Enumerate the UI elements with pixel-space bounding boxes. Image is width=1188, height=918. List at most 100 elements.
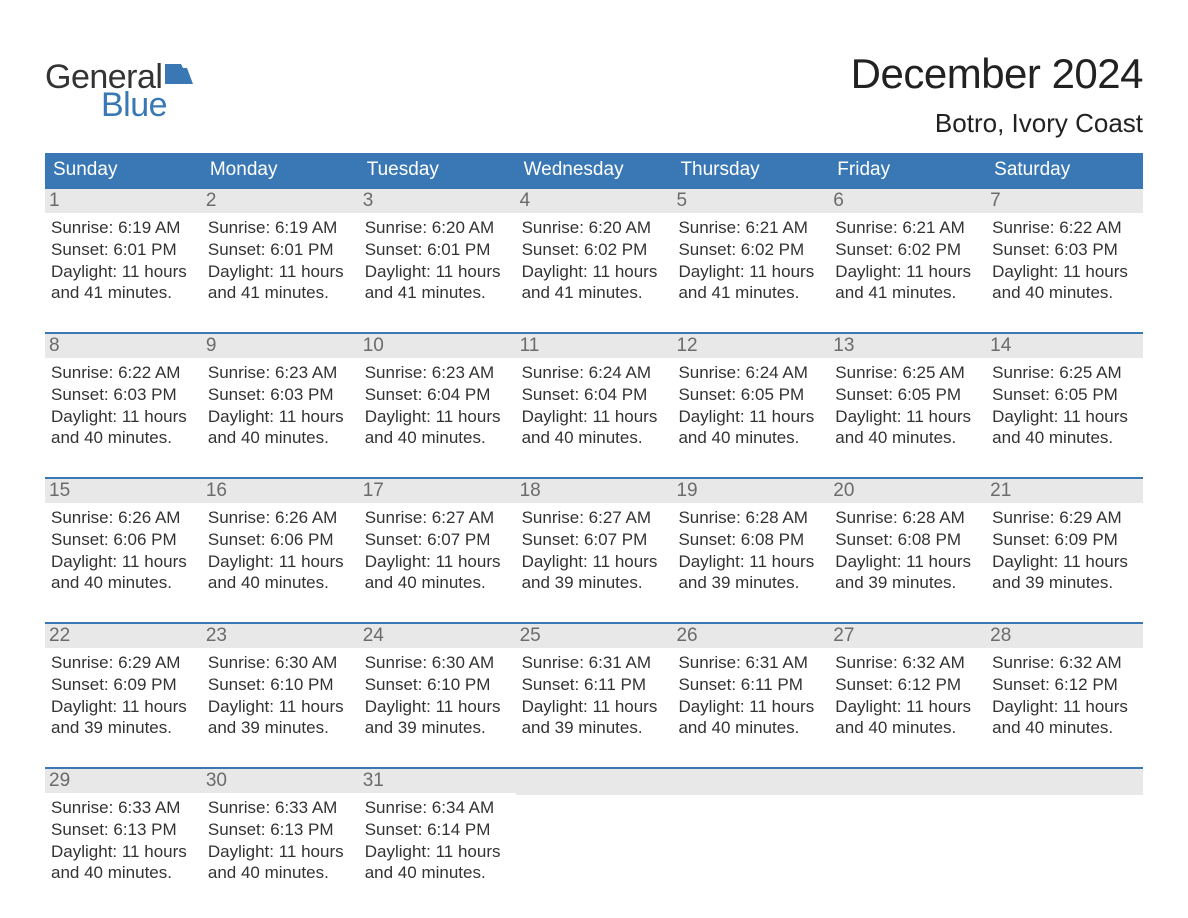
day-body: Sunrise: 6:21 AMSunset: 6:02 PMDaylight:… xyxy=(833,217,982,304)
day-body: Sunrise: 6:30 AMSunset: 6:10 PMDaylight:… xyxy=(363,652,512,739)
day-body: Sunrise: 6:20 AMSunset: 6:01 PMDaylight:… xyxy=(363,217,512,304)
day-cell: 7Sunrise: 6:22 AMSunset: 6:03 PMDaylight… xyxy=(986,189,1143,308)
month-title: December 2024 xyxy=(851,50,1143,98)
day-cell: 5Sunrise: 6:21 AMSunset: 6:02 PMDaylight… xyxy=(672,189,829,308)
empty-day xyxy=(829,769,986,795)
day-body: Sunrise: 6:26 AMSunset: 6:06 PMDaylight:… xyxy=(49,507,198,594)
day-cell: 29 Sunrise: 6:33 AMSunset: 6:13 PMDayligh… xyxy=(45,769,202,888)
day-number: 27 xyxy=(829,624,986,648)
day-cell: 21 Sunrise: 6:29 AMSunset: 6:09 PMDayligh… xyxy=(986,479,1143,598)
day-number: 31 xyxy=(359,769,516,793)
day-number: 9 xyxy=(202,334,359,358)
week-row: 29Sunrise: 6:33 AMSunset: 6:13 PMDayligh… xyxy=(45,767,1143,888)
day-cell: 13Sunrise: 6:25 AMSunset: 6:05 PMDayligh… xyxy=(829,334,986,453)
day-number: 25 xyxy=(516,624,673,648)
empty-day xyxy=(672,769,829,795)
empty-day xyxy=(986,769,1143,795)
day-number: 8 xyxy=(45,334,202,358)
day-number: 10 xyxy=(359,334,516,358)
day-cell: 22 Sunrise: 6:29 AMSunset: 6:09 PMDayligh… xyxy=(45,624,202,743)
logo: General Blue xyxy=(45,50,195,122)
logo-word-2: Blue xyxy=(101,88,195,122)
day-body: Sunrise: 6:22 AMSunset: 6:03 PMDaylight:… xyxy=(990,217,1139,304)
day-header: Thursday xyxy=(672,153,829,187)
day-number: 1 xyxy=(45,189,202,213)
day-header: Sunday xyxy=(45,153,202,187)
day-body: Sunrise: 6:30 AMSunset: 6:10 PMDaylight:… xyxy=(206,652,355,739)
day-cell: 4Sunrise: 6:20 AMSunset: 6:02 PMDaylight… xyxy=(516,189,673,308)
day-cell: 9 Sunrise: 6:23 AMSunset: 6:03 PMDaylight… xyxy=(202,334,359,453)
day-number: 29 xyxy=(45,769,202,793)
day-cell: 17 Sunrise: 6:27 AMSunset: 6:07 PMDayligh… xyxy=(359,479,516,598)
day-body: Sunrise: 6:29 AMSunset: 6:09 PMDaylight:… xyxy=(990,507,1139,594)
day-cell: 30 Sunrise: 6:33 AMSunset: 6:13 PMDayligh… xyxy=(202,769,359,888)
day-body: Sunrise: 6:33 AMSunset: 6:13 PMDaylight:… xyxy=(206,797,355,884)
day-number: 28 xyxy=(986,624,1143,648)
day-body: Sunrise: 6:33 AMSunset: 6:13 PMDaylight:… xyxy=(49,797,198,884)
day-cell: 14 Sunrise: 6:25 AMSunset: 6:05 PMDayligh… xyxy=(986,334,1143,453)
day-number: 30 xyxy=(202,769,359,793)
day-cell: 31 Sunrise: 6:34 AMSunset: 6:14 PMDayligh… xyxy=(359,769,516,888)
day-cell: 19 Sunrise: 6:28 AMSunset: 6:08 PMDayligh… xyxy=(672,479,829,598)
day-body: Sunrise: 6:34 AMSunset: 6:14 PMDaylight:… xyxy=(363,797,512,884)
day-cell: 18Sunrise: 6:27 AMSunset: 6:07 PMDayligh… xyxy=(516,479,673,598)
day-body: Sunrise: 6:32 AMSunset: 6:12 PMDaylight:… xyxy=(990,652,1139,739)
day-cell: 15Sunrise: 6:26 AMSunset: 6:06 PMDayligh… xyxy=(45,479,202,598)
day-header: Wednesday xyxy=(516,153,673,187)
day-body: Sunrise: 6:27 AMSunset: 6:07 PMDaylight:… xyxy=(363,507,512,594)
calendar: SundayMondayTuesdayWednesdayThursdayFrid… xyxy=(45,153,1143,888)
day-body: Sunrise: 6:25 AMSunset: 6:05 PMDaylight:… xyxy=(833,362,982,449)
day-body: Sunrise: 6:23 AMSunset: 6:03 PMDaylight:… xyxy=(206,362,355,449)
day-cell: 16Sunrise: 6:26 AMSunset: 6:06 PMDayligh… xyxy=(202,479,359,598)
day-header: Monday xyxy=(202,153,359,187)
day-body: Sunrise: 6:28 AMSunset: 6:08 PMDaylight:… xyxy=(833,507,982,594)
day-cell: 1 Sunrise: 6:19 AMSunset: 6:01 PMDaylight… xyxy=(45,189,202,308)
day-number: 23 xyxy=(202,624,359,648)
day-body: Sunrise: 6:31 AMSunset: 6:11 PMDaylight:… xyxy=(676,652,825,739)
header: General Blue December 2024 Botro, Ivory … xyxy=(45,50,1143,139)
day-number: 18 xyxy=(516,479,673,503)
day-header: Saturday xyxy=(986,153,1143,187)
day-header: Friday xyxy=(829,153,986,187)
day-cell: 2 Sunrise: 6:19 AMSunset: 6:01 PMDaylight… xyxy=(202,189,359,308)
day-number: 22 xyxy=(45,624,202,648)
week-row: 22 Sunrise: 6:29 AMSunset: 6:09 PMDayligh… xyxy=(45,622,1143,743)
day-body: Sunrise: 6:25 AMSunset: 6:05 PMDaylight:… xyxy=(990,362,1139,449)
day-number: 12 xyxy=(672,334,829,358)
day-cell: 28 Sunrise: 6:32 AMSunset: 6:12 PMDayligh… xyxy=(986,624,1143,743)
day-body: Sunrise: 6:24 AMSunset: 6:04 PMDaylight:… xyxy=(520,362,669,449)
day-number: 4 xyxy=(516,189,673,213)
day-number: 11 xyxy=(516,334,673,358)
day-cell xyxy=(986,769,1143,888)
day-number: 17 xyxy=(359,479,516,503)
flag-icon xyxy=(165,64,195,88)
empty-day xyxy=(516,769,673,795)
day-cell: 25Sunrise: 6:31 AMSunset: 6:11 PMDayligh… xyxy=(516,624,673,743)
page: General Blue December 2024 Botro, Ivory … xyxy=(0,0,1188,908)
day-body: Sunrise: 6:19 AMSunset: 6:01 PMDaylight:… xyxy=(206,217,355,304)
day-body: Sunrise: 6:28 AMSunset: 6:08 PMDaylight:… xyxy=(676,507,825,594)
day-number: 6 xyxy=(829,189,986,213)
day-body: Sunrise: 6:19 AMSunset: 6:01 PMDaylight:… xyxy=(49,217,198,304)
day-number: 24 xyxy=(359,624,516,648)
day-cell: 8Sunrise: 6:22 AMSunset: 6:03 PMDaylight… xyxy=(45,334,202,453)
day-cell: 11 Sunrise: 6:24 AMSunset: 6:04 PMDayligh… xyxy=(516,334,673,453)
day-number: 21 xyxy=(986,479,1143,503)
day-cell: 26Sunrise: 6:31 AMSunset: 6:11 PMDayligh… xyxy=(672,624,829,743)
day-body: Sunrise: 6:24 AMSunset: 6:05 PMDaylight:… xyxy=(676,362,825,449)
day-cell xyxy=(829,769,986,888)
day-number: 2 xyxy=(202,189,359,213)
day-cell: 27 Sunrise: 6:32 AMSunset: 6:12 PMDayligh… xyxy=(829,624,986,743)
day-cell: 24 Sunrise: 6:30 AMSunset: 6:10 PMDayligh… xyxy=(359,624,516,743)
day-number: 19 xyxy=(672,479,829,503)
day-cell: 10 Sunrise: 6:23 AMSunset: 6:04 PMDayligh… xyxy=(359,334,516,453)
day-number: 16 xyxy=(202,479,359,503)
day-cell: 20Sunrise: 6:28 AMSunset: 6:08 PMDayligh… xyxy=(829,479,986,598)
day-cell xyxy=(516,769,673,888)
day-body: Sunrise: 6:21 AMSunset: 6:02 PMDaylight:… xyxy=(676,217,825,304)
week-row: 8Sunrise: 6:22 AMSunset: 6:03 PMDaylight… xyxy=(45,332,1143,453)
day-body: Sunrise: 6:23 AMSunset: 6:04 PMDaylight:… xyxy=(363,362,512,449)
day-number: 14 xyxy=(986,334,1143,358)
day-body: Sunrise: 6:29 AMSunset: 6:09 PMDaylight:… xyxy=(49,652,198,739)
day-body: Sunrise: 6:32 AMSunset: 6:12 PMDaylight:… xyxy=(833,652,982,739)
